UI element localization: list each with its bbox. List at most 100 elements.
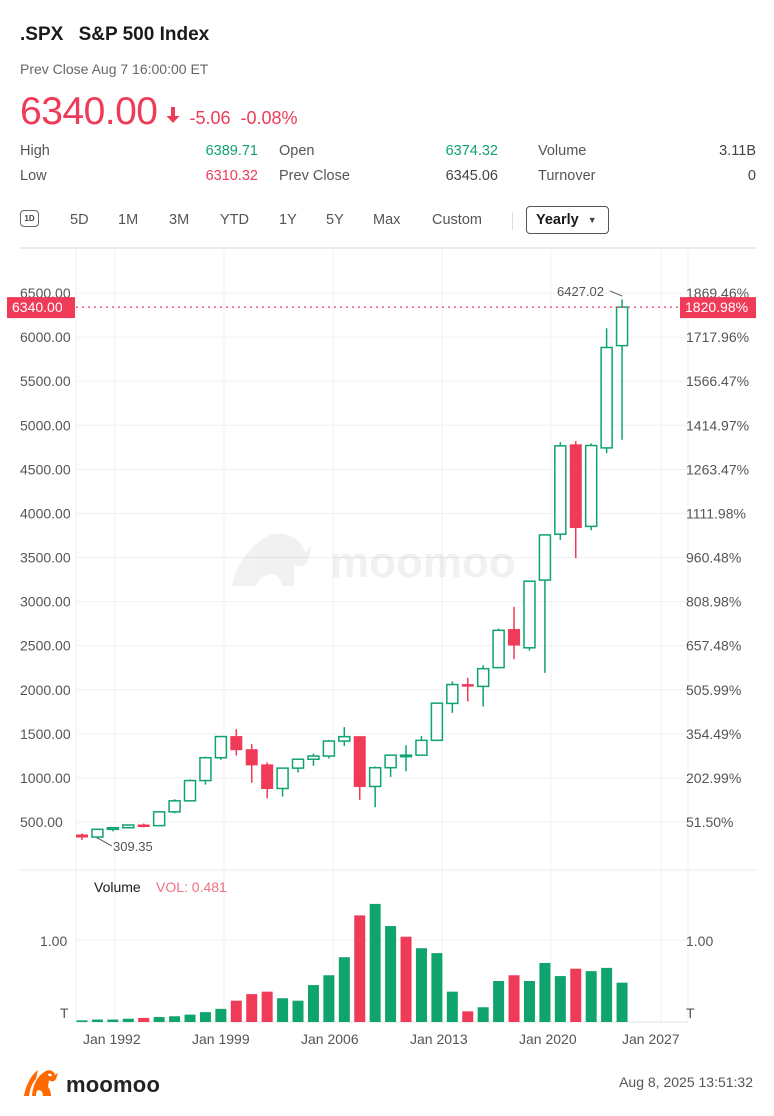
candle-body-2021[interactable] — [554, 445, 567, 535]
candle-body-2016[interactable] — [476, 667, 490, 688]
watermark: moomoo — [232, 533, 516, 587]
price-axis-label: 3000.00 — [20, 594, 71, 610]
volume-bar-2015[interactable] — [462, 1011, 474, 1022]
tab-ytd[interactable]: YTD — [220, 212, 249, 228]
candle-body-2003[interactable] — [276, 767, 289, 790]
volume-bar-2007[interactable] — [338, 957, 350, 1022]
candle-body-1991[interactable] — [91, 828, 104, 838]
candle-body-2022[interactable] — [569, 444, 582, 529]
volume-bar-2014[interactable] — [446, 991, 458, 1022]
candle-body-2000[interactable] — [230, 736, 243, 751]
volume-bar-2010[interactable] — [385, 926, 397, 1022]
candle-body-2008[interactable] — [353, 736, 366, 787]
candle-body-2004[interactable] — [291, 758, 305, 769]
pct-axis-label: 1263.47% — [686, 461, 749, 477]
brand-name: moomoo — [66, 1071, 161, 1097]
tab-1m[interactable]: 1M — [118, 212, 139, 228]
volume-bar-2011[interactable] — [400, 936, 412, 1022]
volume-bar-2018[interactable] — [508, 975, 520, 1022]
tab-3m[interactable]: 3M — [169, 212, 190, 228]
tab-custom[interactable]: Custom — [432, 212, 482, 228]
volume-bar-1997[interactable] — [184, 1014, 196, 1022]
volume-bar-2006[interactable] — [323, 975, 335, 1022]
chart-area[interactable]: 6500.00 1869.46% 6000.00 1717.96% 5500.00 156… — [0, 243, 774, 1053]
volume-bar-2023[interactable] — [585, 971, 597, 1022]
pct-axis-label: 1869.46% — [686, 285, 749, 301]
volume-bar-1999[interactable] — [215, 1008, 227, 1022]
candle-body-2023[interactable] — [584, 444, 598, 528]
candle-body-2010[interactable] — [384, 754, 397, 769]
volume-bar-2019[interactable] — [523, 981, 535, 1022]
volume-bar-2013[interactable] — [431, 953, 443, 1022]
volume-bar-1998[interactable] — [199, 1012, 211, 1022]
volume-bar-2022[interactable] — [570, 968, 582, 1022]
candle-body-2007[interactable] — [338, 735, 351, 742]
volume-bar-1995[interactable] — [153, 1017, 165, 1022]
candle-body-2002[interactable] — [261, 764, 274, 789]
current-price-badge — [7, 297, 75, 319]
pct-axis-label: 202.99% — [686, 770, 741, 786]
candle-body-2005[interactable] — [307, 755, 320, 760]
candle-body-2015[interactable] — [461, 684, 474, 687]
volume-bar-1996[interactable] — [169, 1016, 181, 1022]
candle-body-2009[interactable] — [368, 766, 382, 788]
price-axis-label: 5500.00 — [20, 373, 71, 389]
volume-bar-2000[interactable] — [230, 1000, 242, 1022]
candle-body-1992[interactable] — [106, 826, 120, 831]
volume-bar-2021[interactable] — [554, 976, 566, 1022]
volume-bar-2016[interactable] — [477, 1007, 489, 1022]
interval-dropdown-value: Yearly — [536, 212, 579, 228]
volume-bar-2017[interactable] — [493, 981, 505, 1022]
volume-bar-2004[interactable] — [292, 1000, 304, 1022]
tab-1d[interactable]: 1D — [20, 210, 39, 227]
candle-body-2018[interactable] — [508, 629, 521, 646]
x-axis-label: Jan 1999 — [192, 1031, 250, 1047]
volume-bar-2025[interactable] — [616, 982, 628, 1022]
price-axis-label: 6000.00 — [20, 329, 71, 345]
volume-bar-2012[interactable] — [415, 948, 427, 1022]
candle-body-2012[interactable] — [415, 739, 428, 756]
price-change: -5.06 — [189, 108, 231, 128]
candle-body-1999[interactable] — [214, 735, 228, 759]
volume-bar-2020[interactable] — [539, 962, 551, 1022]
candle-body-2006[interactable] — [322, 740, 336, 757]
candle-body-2011[interactable] — [399, 754, 413, 758]
volume-bar-1991[interactable] — [91, 1019, 103, 1022]
tab-1y[interactable]: 1Y — [279, 212, 297, 228]
volume-bar-1990[interactable] — [76, 1020, 88, 1022]
candle-body-2001[interactable] — [245, 749, 258, 766]
volume-bar-2024[interactable] — [601, 967, 613, 1022]
tab-max[interactable]: Max — [373, 212, 401, 228]
candle-body-1996[interactable] — [168, 800, 181, 813]
candle-body-1993[interactable] — [122, 824, 135, 829]
volume-bar-2003[interactable] — [277, 998, 289, 1022]
candle-body-1990[interactable] — [76, 834, 88, 838]
candle-body-1998[interactable] — [199, 756, 212, 782]
tab-5d[interactable]: 5D — [70, 212, 89, 228]
volume-bar-2009[interactable] — [369, 903, 381, 1022]
price-change-pct: -0.08% — [240, 108, 298, 128]
candle-body-1995[interactable] — [152, 811, 166, 827]
candlestick-chart[interactable]: 6500.00 1869.46% 6000.00 1717.96% 5500.00 156… — [0, 243, 774, 1053]
volume-bar-1994[interactable] — [138, 1017, 150, 1022]
pct-axis-label: 505.99% — [686, 682, 741, 698]
volume-axis-label: 1.00 — [40, 933, 67, 949]
price-axis-label: 4000.00 — [20, 505, 71, 521]
candle-body-2020[interactable] — [538, 534, 552, 581]
volume-bar-1993[interactable] — [122, 1018, 134, 1022]
candle-body-1997[interactable] — [183, 779, 197, 802]
candle-body-2019[interactable] — [523, 580, 536, 649]
candle-body-1994[interactable] — [137, 824, 150, 827]
candle-body-2025[interactable] — [615, 306, 629, 347]
candle-body-2024[interactable] — [600, 346, 613, 449]
candle-body-2017[interactable] — [492, 629, 505, 669]
volume-bar-2005[interactable] — [307, 985, 319, 1022]
candle-body-2014[interactable] — [446, 683, 459, 705]
candle-body-2013[interactable] — [430, 702, 444, 742]
tab-5y[interactable]: 5Y — [326, 212, 344, 228]
volume-bar-2001[interactable] — [246, 994, 258, 1022]
interval-dropdown[interactable]: Yearly ▼ — [526, 206, 609, 234]
volume-bar-2002[interactable] — [261, 991, 273, 1022]
volume-bar-1992[interactable] — [107, 1019, 119, 1022]
volume-bar-2008[interactable] — [354, 915, 366, 1022]
